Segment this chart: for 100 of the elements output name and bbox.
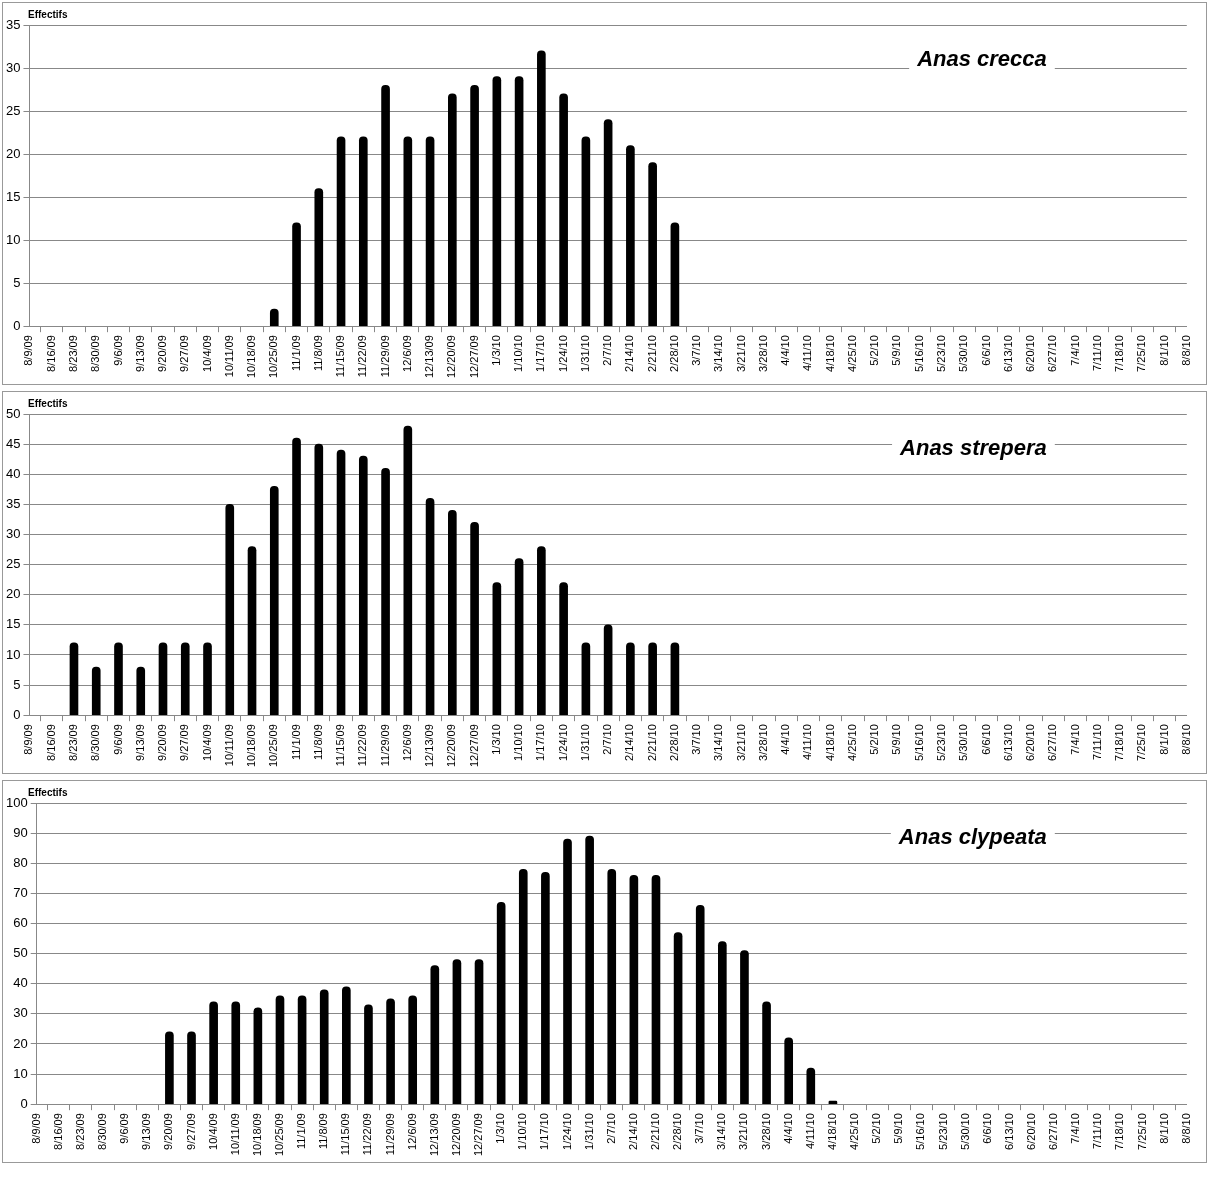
- x-tick-label: 11/8/09: [311, 335, 324, 372]
- bar: [91, 666, 101, 716]
- x-tick-label: 8/8/10: [1179, 724, 1192, 755]
- x-tick-label: 7/11/10: [1090, 724, 1103, 761]
- x-tick-label: 10/18/09: [245, 724, 258, 768]
- bar: [492, 582, 502, 716]
- bar: [673, 932, 683, 1105]
- y-tick-label: 50: [5, 405, 21, 421]
- bar: [559, 582, 568, 716]
- x-tick-label: 3/7/10: [690, 335, 703, 366]
- bar: [425, 136, 435, 327]
- x-tick-label: 11/8/09: [317, 1113, 330, 1150]
- x-tick-label: 1/31/10: [578, 335, 591, 372]
- bar: [762, 1001, 771, 1105]
- x-tick-label: 4/18/10: [825, 1113, 838, 1150]
- bar: [430, 965, 440, 1105]
- x-tick-label: 5/2/10: [868, 724, 881, 755]
- x-tick-label: 9/20/09: [156, 335, 169, 372]
- x-tick-label: 11/15/09: [339, 1113, 352, 1156]
- x-tick-label: 9/20/09: [156, 724, 169, 761]
- x-tick-label: 9/13/09: [133, 335, 146, 372]
- bar: [452, 959, 462, 1105]
- x-tick-label: 12/6/09: [405, 1113, 418, 1150]
- bar: [648, 642, 657, 716]
- bar: [342, 986, 351, 1105]
- bar: [209, 1001, 218, 1105]
- x-tick-label: 1/3/10: [489, 335, 502, 366]
- bar: [297, 995, 307, 1105]
- y-tick-label: 25: [5, 556, 21, 572]
- x-tick-label: 7/11/10: [1090, 335, 1103, 372]
- text: Anas crecca: [916, 46, 1047, 72]
- x-tick-label: 7/18/10: [1113, 1113, 1126, 1150]
- x-tick-label: 11/29/09: [383, 1113, 396, 1156]
- x-tick-label: 8/23/09: [67, 335, 79, 372]
- bar: [386, 998, 395, 1105]
- x-tick-label: 10/11/09: [222, 335, 235, 378]
- x-tick-label: 10/25/09: [267, 335, 280, 379]
- bar: [247, 546, 257, 716]
- x-tick-label: 6/6/10: [979, 335, 992, 366]
- x-tick-label: 1/17/10: [538, 1113, 551, 1150]
- x-tick-label: 9/27/09: [184, 1113, 197, 1150]
- x-tick-label: 11/29/09: [378, 724, 391, 767]
- x-tick-label: 11/22/09: [361, 1113, 374, 1156]
- x-tick-label: 12/20/09: [445, 335, 458, 379]
- y-tick-label: 0: [20, 1095, 28, 1111]
- bar: [784, 1037, 794, 1105]
- bar: [69, 642, 79, 716]
- bar: [603, 119, 613, 327]
- x-tick-label: 9/27/09: [178, 724, 191, 761]
- x-tick-label: 7/25/10: [1135, 335, 1148, 372]
- bar: [358, 455, 368, 716]
- bar: [425, 498, 435, 716]
- bar: [180, 642, 190, 716]
- x-tick-label: 6/6/10: [979, 724, 992, 755]
- x-tick-label: 4/11/10: [801, 335, 814, 372]
- bar: [648, 162, 657, 327]
- x-tick-label: 2/7/10: [604, 1113, 617, 1144]
- bar: [448, 510, 457, 716]
- x-tick-label: 2/21/10: [649, 1113, 662, 1150]
- bar: [581, 642, 591, 716]
- bar: [806, 1067, 816, 1105]
- x-tick-label: 5/16/10: [914, 1113, 927, 1150]
- x-tick-label: 8/16/09: [51, 1113, 64, 1150]
- bar: [670, 222, 680, 327]
- y-tick-label: 60: [13, 915, 28, 931]
- x-tick-label: 10/25/09: [273, 1113, 286, 1157]
- bar: [269, 308, 279, 327]
- x-tick-label: 10/11/09: [228, 1113, 241, 1156]
- bar: [563, 838, 572, 1105]
- bar: [336, 449, 346, 716]
- x-tick-label: 5/16/10: [912, 335, 925, 372]
- x-tick-label: 8/1/10: [1157, 335, 1170, 366]
- x-tick-label: 10/4/09: [206, 1113, 219, 1150]
- bar: [670, 642, 680, 716]
- x-tick-label: 8/23/09: [73, 1113, 86, 1150]
- x-tick-label: 5/23/10: [935, 335, 948, 372]
- x-tick-label: 4/18/10: [823, 335, 836, 372]
- x-tick-label: 5/30/10: [958, 1113, 971, 1150]
- x-tick-label: 11/22/09: [356, 724, 369, 767]
- x-tick-label: 4/11/10: [801, 724, 814, 761]
- x-tick-label: 8/30/09: [96, 1113, 109, 1150]
- x-tick-label: 2/14/10: [623, 335, 636, 372]
- x-tick-label: 11/15/09: [334, 335, 347, 378]
- x-tick-label: 3/28/10: [756, 335, 769, 372]
- x-tick-label: 1/24/10: [560, 1113, 573, 1150]
- x-tick-label: 6/13/10: [1002, 1113, 1015, 1150]
- x-tick-label: 7/4/10: [1068, 335, 1081, 366]
- x-tick-label: 3/21/10: [737, 1113, 750, 1150]
- x-tick-label: 10/25/09: [267, 724, 280, 768]
- x-tick-label: 6/20/10: [1025, 1113, 1038, 1150]
- bar: [448, 93, 457, 327]
- x-tick-label: 2/14/10: [626, 1113, 639, 1150]
- x-tick-label: 1/17/10: [534, 724, 547, 761]
- bar: [314, 188, 324, 327]
- x-tick-label: 7/11/10: [1091, 1113, 1104, 1150]
- x-tick-label: 5/16/10: [912, 724, 925, 761]
- x-tick-label: 1/3/10: [494, 1113, 507, 1144]
- x-tick-label: 1/17/10: [534, 335, 547, 372]
- x-tick-label: 9/20/09: [162, 1113, 175, 1150]
- x-tick-label: 2/28/10: [667, 724, 680, 761]
